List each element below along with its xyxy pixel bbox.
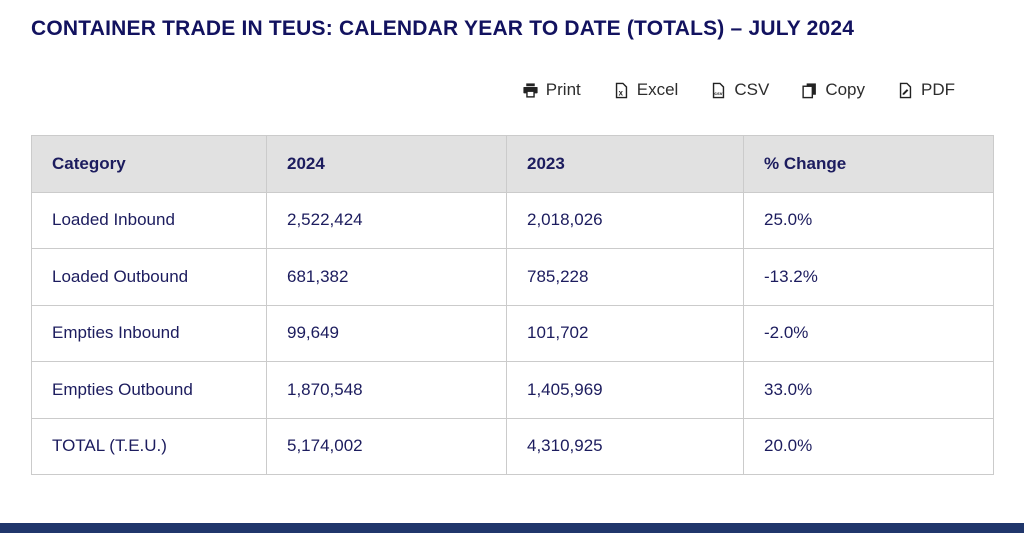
cell-2023: 101,702 xyxy=(506,304,744,362)
column-header-2024: 2024 xyxy=(266,135,507,193)
cell-category: Empties Inbound xyxy=(31,304,267,362)
cell-pct-change: -2.0% xyxy=(743,304,994,362)
excel-button[interactable]: x Excel xyxy=(613,80,679,100)
container-trade-table: Category 2024 2023 % Change Loaded Inbou… xyxy=(31,135,994,475)
copy-button[interactable]: Copy xyxy=(801,80,865,100)
page-title: CONTAINER TRADE IN TEUS: CALENDAR YEAR T… xyxy=(31,17,855,40)
cell-2023: 4,310,925 xyxy=(506,417,744,475)
column-header-2023: 2023 xyxy=(506,135,744,193)
cell-pct-change: 33.0% xyxy=(743,361,994,419)
cell-category: TOTAL (T.E.U.) xyxy=(31,417,267,475)
cell-2024: 1,870,548 xyxy=(266,361,507,419)
cell-category: Loaded Inbound xyxy=(31,191,267,249)
cell-2023: 1,405,969 xyxy=(506,361,744,419)
table-row: Loaded Outbound 681,382 785,228 -13.2% xyxy=(31,248,994,306)
column-header-pct-change: % Change xyxy=(743,135,994,193)
column-header-category: Category xyxy=(31,135,267,193)
csv-button[interactable]: csv CSV xyxy=(710,80,769,100)
cell-pct-change: -13.2% xyxy=(743,248,994,306)
cell-2024: 2,522,424 xyxy=(266,191,507,249)
pdf-button-label: PDF xyxy=(921,80,955,99)
cell-pct-change: 20.0% xyxy=(743,417,994,475)
cell-category: Empties Outbound xyxy=(31,361,267,419)
csv-button-label: CSV xyxy=(734,80,770,99)
table-row-total: TOTAL (T.E.U.) 5,174,002 4,310,925 20.0% xyxy=(31,417,994,475)
export-toolbar: Print x Excel csv CSV xyxy=(522,80,955,100)
copy-icon xyxy=(801,82,818,99)
pdf-button[interactable]: PDF xyxy=(897,80,955,100)
table-row: Empties Outbound 1,870,548 1,405,969 33.… xyxy=(31,361,994,419)
copy-button-label: Copy xyxy=(825,80,865,99)
table-row: Loaded Inbound 2,522,424 2,018,026 25.0% xyxy=(31,191,994,249)
pdf-icon xyxy=(897,82,914,99)
excel-icon: x xyxy=(613,82,630,99)
header-row: Category 2024 2023 % Change xyxy=(31,135,994,193)
table-row: Empties Inbound 99,649 101,702 -2.0% xyxy=(31,304,994,362)
cell-2024: 5,174,002 xyxy=(266,417,507,475)
print-button-label: Print xyxy=(545,80,581,99)
cell-2023: 785,228 xyxy=(506,248,744,306)
svg-text:x: x xyxy=(618,88,623,97)
cell-category: Loaded Outbound xyxy=(31,248,267,306)
cell-pct-change: 25.0% xyxy=(743,191,994,249)
svg-text:csv: csv xyxy=(715,91,723,96)
print-icon xyxy=(522,82,539,99)
footer-bar xyxy=(0,523,1024,533)
cell-2024: 99,649 xyxy=(266,304,507,362)
csv-icon: csv xyxy=(710,82,727,99)
cell-2024: 681,382 xyxy=(266,248,507,306)
trade-table-container: Category 2024 2023 % Change Loaded Inbou… xyxy=(31,135,994,475)
print-button[interactable]: Print xyxy=(522,80,581,100)
excel-button-label: Excel xyxy=(636,80,679,99)
cell-2023: 2,018,026 xyxy=(506,191,744,249)
